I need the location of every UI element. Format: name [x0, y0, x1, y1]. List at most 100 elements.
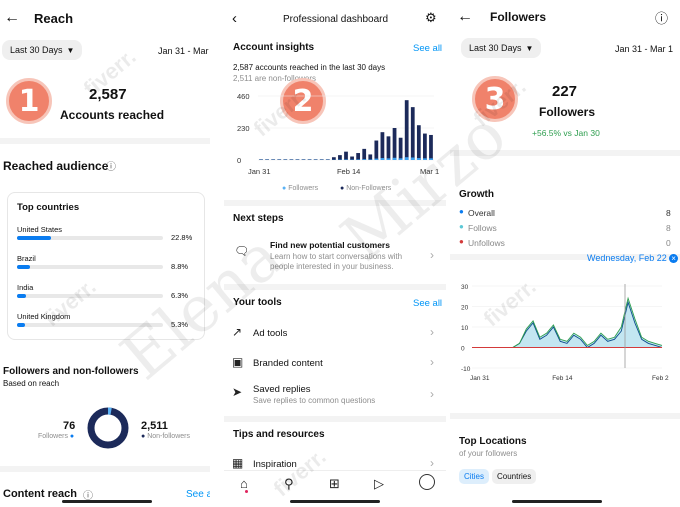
bar-chart-y-ticks: 460 230 0	[237, 92, 250, 165]
top-countries-card: Top countries United States 22.8% Brazil 8.…	[7, 192, 205, 340]
next-step-desc-1: Learn how to start conversations with	[270, 252, 403, 261]
bar-followers	[362, 159, 367, 160]
bar-non-followers	[356, 153, 361, 160]
account-insights-title: Account insights	[233, 42, 315, 53]
country-bar-fill	[17, 323, 25, 327]
insights-summary-sub: 2,511 are non-followers	[233, 74, 317, 83]
info-icon[interactable]: ⓘ	[655, 11, 669, 26]
dashboard-panel: ‹ Professional dashboard ⚙ Account insig…	[224, 0, 446, 507]
line-chart-series	[472, 296, 663, 349]
home-indicator	[62, 500, 152, 503]
legend-non-followers: ● Non-Followers	[340, 185, 392, 192]
next-step-item[interactable]: 🗨 Find new potential customers Learn how…	[230, 235, 442, 275]
notification-dot	[245, 490, 248, 493]
bottom-nav	[224, 470, 446, 507]
back-arrow-icon[interactable]: ←	[4, 9, 20, 26]
growth-title: Growth	[459, 189, 494, 200]
bar-non-followers	[301, 159, 306, 160]
bar-non-followers	[410, 107, 415, 160]
bar-followers	[368, 159, 373, 160]
bar-followers	[386, 158, 391, 160]
line-chart-y-ticks: 30 20 10 0 -10	[461, 284, 471, 373]
date-filter-label: Last 30 Days	[469, 43, 522, 53]
bar-followers	[429, 158, 433, 160]
next-step-title: Find new potential customers	[270, 240, 390, 250]
tab-cities[interactable]: Cities	[459, 469, 490, 484]
back-arrow-icon[interactable]: ←	[457, 8, 473, 25]
accounts-reached-label: Accounts reached	[60, 108, 165, 122]
reach-bar-chart: 460 230 0 Jan 31 Feb 14 Mar 1	[237, 92, 439, 176]
tool-ad-tools[interactable]: ↗ Ad tools ›	[230, 322, 442, 344]
home-indicator	[290, 500, 380, 503]
section-divider	[450, 150, 680, 156]
country-percentage: 5.3%	[171, 320, 189, 329]
tool-saved-replies[interactable]: ➤ Saved replies Save replies to common q…	[230, 380, 442, 408]
next-steps-title: Next steps	[233, 213, 284, 224]
followers-count: 227	[552, 83, 578, 100]
top-countries-title: Top countries	[17, 202, 80, 213]
info-icon[interactable]: ⓘ	[83, 491, 93, 502]
profile-avatar[interactable]	[419, 474, 435, 490]
growth-row: ● Follows 8	[459, 222, 671, 234]
series-area-follows	[472, 298, 662, 348]
chevron-right-icon: ›	[430, 456, 434, 470]
bar-non-followers	[392, 128, 397, 160]
followers-label: Followers ●	[38, 433, 75, 440]
country-bar-track	[17, 294, 163, 298]
tab-countries[interactable]: Countries	[492, 469, 537, 484]
create-post-icon[interactable]: ⊞	[329, 476, 340, 491]
selected-date-label: Wednesday, Feb 22 ×	[587, 253, 678, 263]
person-badge-icon: ▣	[232, 355, 244, 369]
bar-followers	[374, 158, 379, 160]
chevron-right-icon: ›	[430, 387, 434, 401]
inspiration-item[interactable]: ▦ Inspiration ›	[230, 455, 442, 473]
x-tick-label: Mar 1	[420, 167, 439, 176]
country-bar-track	[17, 265, 163, 269]
legend-followers: ● Followers	[282, 185, 319, 192]
tool-branded-content[interactable]: ▣ Branded content ›	[230, 352, 442, 374]
next-step-desc-2: people interested in your business.	[270, 262, 394, 271]
search-icon[interactable]: ⚲	[284, 476, 294, 491]
top-locations-title: Top Locations	[459, 436, 527, 447]
country-bar-fill	[17, 265, 30, 269]
reels-icon[interactable]: ▷	[374, 476, 384, 491]
date-filter-button[interactable]: Last 30 Days ▼	[2, 40, 83, 60]
tools-see-all-link[interactable]: See all	[413, 298, 443, 309]
bar-non-followers	[350, 156, 354, 160]
home-icon[interactable]: ⌂	[240, 476, 248, 491]
chevron-down-icon: ▼	[66, 45, 75, 55]
step-badge: 1	[6, 78, 52, 124]
country-name: United Kingdom	[17, 312, 71, 321]
bar-non-followers	[374, 140, 379, 160]
trend-chart-icon: ↗	[232, 325, 243, 339]
y-tick-label: 20	[461, 305, 469, 312]
bar-non-followers	[289, 159, 294, 160]
see-all-link[interactable]: See al	[186, 489, 210, 500]
insights-see-all-link[interactable]: See all	[413, 43, 443, 54]
country-percentage: 6.3%	[171, 291, 189, 300]
close-circle-icon[interactable]: ×	[669, 254, 678, 263]
bar-non-followers	[338, 155, 342, 160]
accounts-reached-value: 2,587	[89, 86, 127, 103]
date-filter-button[interactable]: Last 30 Days ▼	[461, 38, 542, 58]
growth-row: ● Unfollows 0	[459, 237, 671, 249]
tool-sub: Save replies to common questions	[253, 396, 376, 405]
bar-non-followers	[368, 154, 373, 160]
section-divider	[450, 413, 680, 419]
bar-non-followers	[380, 132, 385, 160]
bar-non-followers	[265, 159, 269, 160]
date-filter-label: Last 30 Days	[10, 45, 63, 55]
growth-value: 0	[666, 238, 671, 248]
bar-followers	[344, 159, 348, 160]
chevron-right-icon: ›	[430, 325, 434, 339]
growth-label: Follows	[468, 223, 497, 233]
step-badge: 3	[472, 76, 518, 122]
growth-dot-icon: ●	[459, 222, 464, 231]
section-divider	[224, 416, 446, 422]
growth-value: 8	[666, 223, 671, 233]
settings-gear-icon[interactable]: ⚙	[425, 10, 437, 25]
followers-count-label: Followers	[539, 105, 596, 119]
back-chevron-icon[interactable]: ‹	[232, 10, 237, 27]
info-icon[interactable]: ⓘ	[106, 162, 116, 173]
section-divider	[224, 284, 446, 290]
